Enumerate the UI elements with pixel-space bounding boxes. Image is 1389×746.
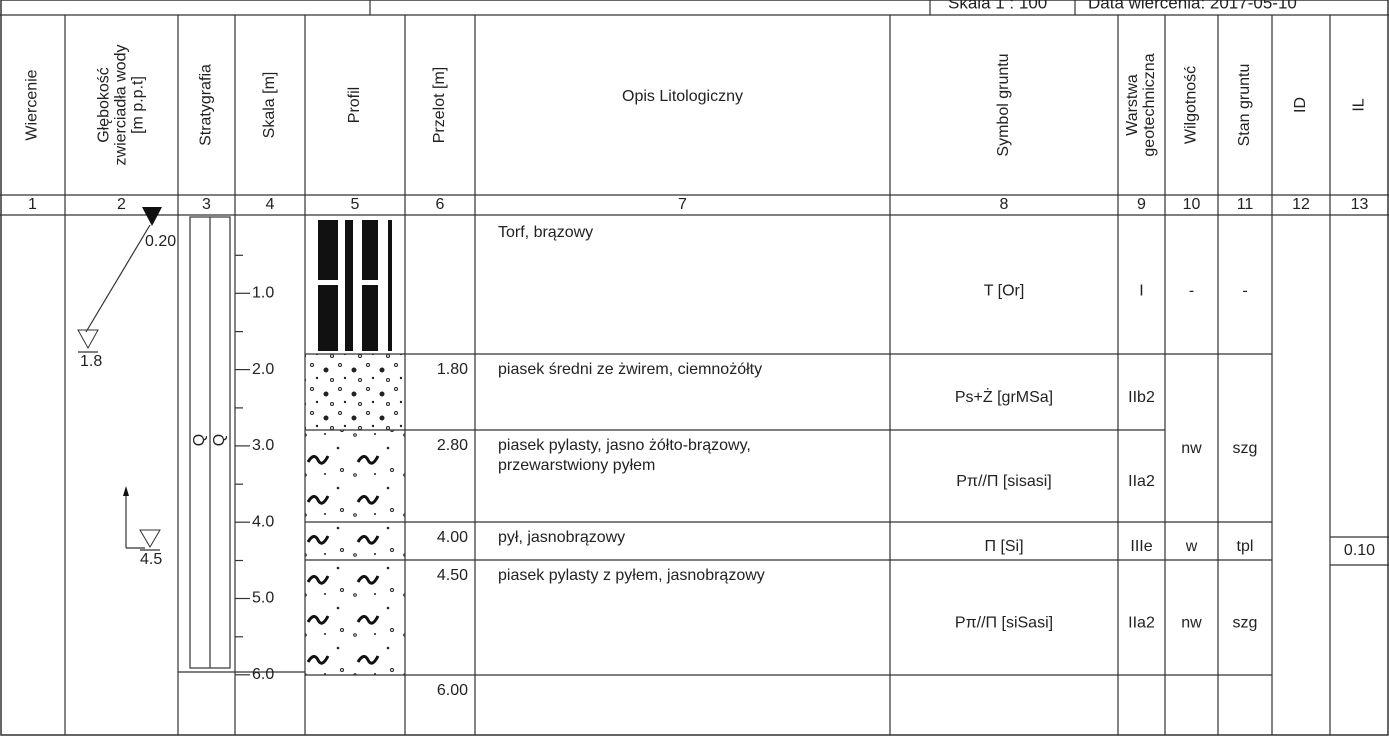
silty-sand-profile <box>305 430 405 522</box>
depth: 4.50 <box>437 567 468 584</box>
column-number: 1 <box>28 196 37 213</box>
column-number: 3 <box>202 196 211 213</box>
scale-label: 3.0 <box>252 437 274 454</box>
soil-symbol: Pπ//Π [siSasi] <box>955 615 1053 632</box>
description: piasek średni ze żwirem, ciemnożółty <box>498 361 762 378</box>
moisture: w <box>1185 538 1198 555</box>
column-number: 10 <box>1183 196 1201 213</box>
column-header: Symbol gruntu <box>995 53 1012 156</box>
depth: 4.00 <box>437 529 468 546</box>
column-number: 8 <box>1000 196 1009 213</box>
silty-sand-profile <box>305 560 405 675</box>
soil-symbol: Pπ//Π [sisasi] <box>956 473 1052 490</box>
column-number: 12 <box>1292 196 1310 213</box>
column-header: Skala [m] <box>261 72 278 139</box>
water-marker <box>140 530 160 547</box>
borehole-log: Skala 1 : 100 Data wiercenia: 2017-05-10… <box>0 0 1389 746</box>
description: piasek pylasty z pyłem, jasnobrązowy <box>498 567 765 584</box>
description: Torf, brązowy <box>498 224 593 241</box>
soil-state: szg <box>1233 440 1258 457</box>
il-value: 0.10 <box>1344 542 1375 559</box>
column-header: Warstwa <box>1124 74 1141 136</box>
scale-label: 2.0 <box>252 361 274 378</box>
column-header: Profil <box>346 87 363 123</box>
scale-label: 4.0 <box>252 513 274 530</box>
water-level: 4.5 <box>140 551 162 568</box>
column-header: zwierciadła wody <box>113 45 130 166</box>
geotech-layer: IIb2 <box>1128 389 1155 406</box>
water-marker <box>142 207 162 226</box>
water-level: 0.20 <box>145 233 176 250</box>
column-number: 11 <box>1237 196 1254 213</box>
peat-hatch <box>345 220 353 351</box>
water-marker <box>78 330 98 348</box>
column-header: Przelot [m] <box>431 67 448 143</box>
column-header: Wilgotność <box>1183 66 1200 144</box>
moisture: nw <box>1181 615 1202 632</box>
column-header: geotechniczna <box>1141 53 1158 156</box>
column-header: Stratygrafia <box>198 64 215 146</box>
water-level: 1.8 <box>80 353 102 370</box>
geotech-layer: IIa2 <box>1128 473 1155 490</box>
column-header: [m p.p.t] <box>130 76 147 134</box>
description: piasek pylasty, jasno żółto-brązowy, <box>498 437 751 454</box>
column-header: Opis Litologiczny <box>622 88 743 105</box>
column-header: IL <box>1351 98 1368 111</box>
soil-state: szg <box>1233 615 1258 632</box>
peat-hatch <box>318 220 338 280</box>
silt-profile <box>305 522 405 560</box>
sand-profile <box>305 354 405 430</box>
column-number: 2 <box>117 196 126 213</box>
column-header: Głębokość <box>96 67 113 143</box>
description: przewarstwiony pyłem <box>498 457 655 474</box>
arrow <box>123 486 129 496</box>
geotech-layer: I <box>1139 283 1143 300</box>
column-number: 6 <box>436 196 445 213</box>
peat-hatch <box>362 220 378 280</box>
peat-hatch <box>388 220 392 351</box>
soil-state: tpl <box>1237 538 1254 555</box>
moisture: - <box>1189 283 1194 300</box>
description: pył, jasnobrązowy <box>498 529 625 546</box>
date-label: Data wiercenia: 2017-05-10 <box>1088 0 1297 12</box>
scale-label: 1.0 <box>252 285 274 302</box>
geotech-layer: IIIe <box>1130 538 1152 555</box>
column-header: Stan gruntu <box>1236 64 1253 147</box>
column-header: Wiercenie <box>24 69 41 140</box>
scale-label: Skala 1 : 100 <box>948 0 1047 12</box>
peat-hatch <box>362 285 378 351</box>
column-number: 9 <box>1137 196 1146 213</box>
soil-symbol: T [Or] <box>984 283 1025 300</box>
column-number: 4 <box>266 196 275 213</box>
column-number: 5 <box>351 196 360 213</box>
scale-label: 5.0 <box>252 590 274 607</box>
stratigraphy: Q <box>211 434 228 446</box>
soil-symbol: Π [Si] <box>984 538 1023 555</box>
depth: 2.80 <box>437 437 468 454</box>
geotech-layer: IIa2 <box>1128 615 1155 632</box>
soil-symbol: Ps+Ż [grMSa] <box>955 387 1053 406</box>
peat-hatch <box>318 285 338 351</box>
stratigraphy: Q <box>191 434 208 446</box>
depth: 1.80 <box>437 361 468 378</box>
depth: 6.00 <box>437 682 468 699</box>
column-header: ID <box>1292 97 1309 113</box>
scale-label: 6.0 <box>252 666 274 683</box>
column-number: 13 <box>1351 196 1369 213</box>
moisture: nw <box>1181 440 1202 457</box>
column-number: 7 <box>678 196 687 213</box>
soil-state: - <box>1242 283 1247 300</box>
water-line <box>86 225 150 332</box>
